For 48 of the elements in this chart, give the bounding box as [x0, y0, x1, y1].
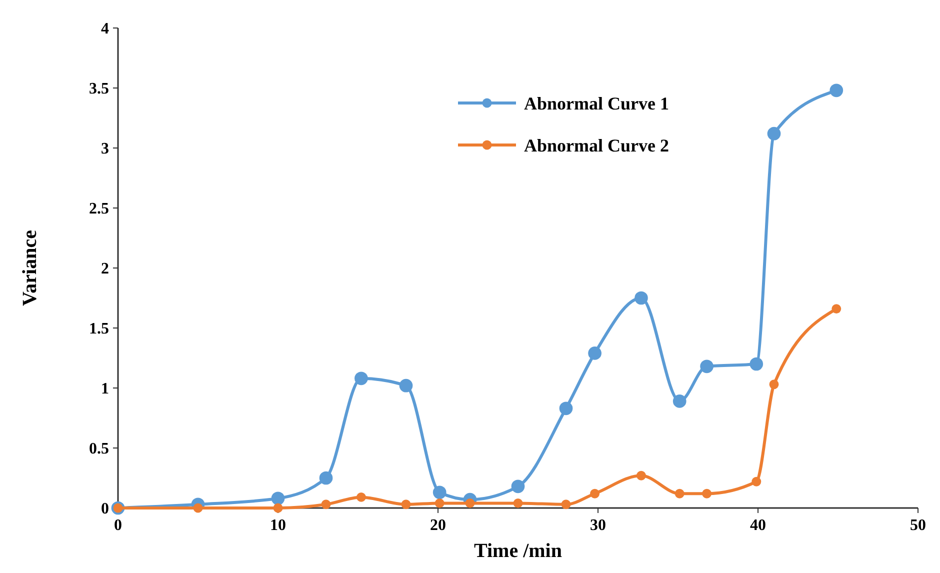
point [193, 503, 203, 513]
y-tick-label: 3 [101, 140, 109, 158]
point [636, 470, 646, 480]
point [769, 380, 779, 390]
x-tick-label: 30 [590, 517, 606, 534]
y-tick-label: 1.5 [89, 320, 109, 338]
x-tick-label: 10 [270, 517, 286, 534]
point [399, 378, 413, 392]
x-tick-label: 20 [430, 517, 446, 534]
y-tick-label: 0 [101, 500, 109, 518]
y-tick-label: 0.5 [89, 440, 109, 458]
y-axis-title: Variance [19, 230, 41, 306]
point [590, 488, 600, 498]
y-tick-label: 4 [101, 20, 109, 38]
point [588, 346, 602, 360]
point [511, 480, 525, 494]
point [767, 126, 781, 140]
point [561, 500, 571, 510]
x-tick-label: 50 [910, 517, 926, 534]
y-tick-label: 1 [101, 380, 109, 398]
point [432, 486, 446, 500]
legend-label: Abnormal Curve 2 [524, 135, 669, 156]
point [271, 492, 285, 506]
point [434, 498, 444, 508]
y-tick-label: 3.5 [89, 80, 109, 98]
point [832, 304, 842, 314]
y-tick-label: 2 [101, 260, 109, 278]
point [321, 500, 331, 510]
point [319, 471, 333, 485]
point [634, 291, 648, 305]
point [830, 84, 844, 98]
point [356, 492, 366, 502]
point [750, 357, 764, 371]
point [702, 488, 712, 498]
x-tick-label: 0 [114, 517, 122, 534]
point [559, 402, 573, 416]
point [674, 488, 684, 498]
x-tick-label: 40 [750, 517, 766, 534]
point [672, 394, 686, 408]
y-tick-label: 2.5 [89, 200, 109, 218]
point [752, 476, 762, 486]
x-axis-title: Time /min [474, 540, 562, 562]
point [354, 372, 368, 386]
point [401, 500, 411, 510]
point [513, 498, 523, 508]
point [700, 360, 714, 374]
point [273, 503, 283, 513]
legend-label: Abnormal Curve 1 [524, 93, 669, 114]
